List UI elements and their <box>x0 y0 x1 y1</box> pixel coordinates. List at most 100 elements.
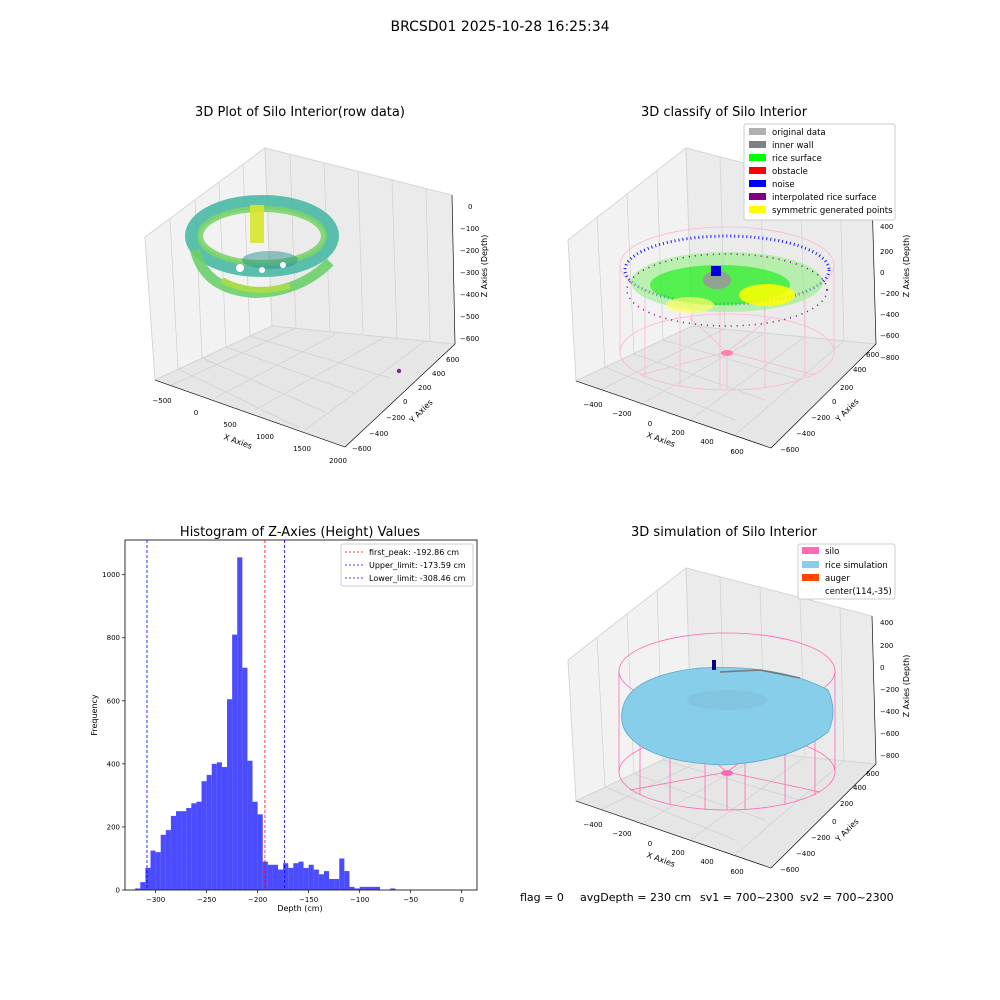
raw-y-tick: 600 <box>446 356 459 364</box>
simulation-z-ticks: 400 200 0 −200 −400 −600 −800 <box>880 619 899 760</box>
avg-depth-readout: avgDepth = 230 cm <box>580 891 691 904</box>
histogram-bar <box>374 886 381 890</box>
histogram-bar <box>267 864 273 890</box>
histogram-x-axis-label: Depth (cm) <box>277 904 322 913</box>
simulation-z-tick: 400 <box>880 619 893 627</box>
simulation-x-tick: −200 <box>612 830 631 838</box>
classify-point-cloud <box>623 234 831 356</box>
histogram-reference-lines <box>146 540 285 890</box>
classify-x-tick: −400 <box>583 401 602 409</box>
histogram-bar <box>196 801 202 890</box>
classify-x-tick: 200 <box>671 429 684 437</box>
simulation-x-tick: 400 <box>700 858 713 866</box>
classify-y-ticks: −600 −400 −200 0 200 400 600 <box>780 351 879 454</box>
legend-swatch <box>749 206 766 213</box>
histogram-y-ticks: 0 200 400 600 800 1000 <box>102 571 125 895</box>
raw-y-tick: 400 <box>432 370 445 378</box>
histogram-bar <box>181 811 187 890</box>
legend-label: silo <box>825 547 839 557</box>
simulation-x-ticks: −400 −200 0 200 400 600 <box>583 821 743 876</box>
classify-z-tick: 200 <box>880 248 893 256</box>
classify-x-tick: −200 <box>612 410 631 418</box>
histogram-bar <box>329 878 335 890</box>
raw-y-ticks: −600 −400 −200 0 200 400 600 <box>352 356 459 453</box>
legend-swatch <box>749 180 766 187</box>
histogram-bar <box>369 886 375 890</box>
histogram-x-tick-label: −250 <box>197 896 216 904</box>
histogram-title: Histogram of Z-Axies (Height) Values <box>180 525 420 540</box>
histogram-bar <box>344 871 350 890</box>
histogram-bar <box>211 763 217 890</box>
simulation-y-tick: 200 <box>840 800 853 808</box>
histogram-bar <box>298 861 304 890</box>
raw-z-tick: 0 <box>468 203 472 211</box>
classify-z-tick: 400 <box>880 223 893 231</box>
legend-label: noise <box>772 180 795 190</box>
legend-swatch <box>802 561 819 568</box>
raw-x-tick: 1500 <box>293 445 311 453</box>
raw-3d-axes-box <box>144 147 457 448</box>
legend-swatch <box>749 154 766 161</box>
histogram-y-tick-label: 600 <box>107 697 120 705</box>
raw-z-tick: −100 <box>460 225 479 233</box>
raw-y-tick: 200 <box>418 384 431 392</box>
simulation-y-axis-label: Y Axies <box>833 817 861 845</box>
histogram-bar <box>237 557 243 890</box>
histogram-bar <box>135 888 141 890</box>
classify-y-tick: −200 <box>811 414 830 422</box>
simulation-y-tick: 600 <box>866 770 879 778</box>
classify-z-tick: 0 <box>880 269 884 277</box>
classify-panel-title: 3D classify of Silo Interior <box>641 105 808 120</box>
histogram-bar <box>303 867 309 890</box>
raw-y-axis-label: Y Axies <box>407 398 435 426</box>
raw-y-tick: −400 <box>369 430 388 438</box>
histogram-bar <box>186 808 192 890</box>
histogram-y-tick-label: 1000 <box>102 571 120 579</box>
histogram-y-axis-label: Frequency <box>90 694 99 736</box>
simulation-z-axis-label: Z Axies (Depth) <box>902 655 911 718</box>
simulation-z-tick: −800 <box>880 752 899 760</box>
histogram-x-tick-label: 0 <box>459 896 463 904</box>
histogram-bar <box>206 774 212 890</box>
classify-y-tick: −400 <box>796 430 815 438</box>
simulation-z-tick: 200 <box>880 642 893 650</box>
histogram-bar <box>216 762 222 890</box>
raw-x-tick: −500 <box>152 397 171 405</box>
legend-label: first_peak: -192.86 cm <box>369 548 459 557</box>
histogram-x-tick-label: −100 <box>350 896 369 904</box>
raw-x-tick: 1000 <box>256 433 274 441</box>
histogram-bar <box>283 863 289 890</box>
classify-y-tick: 200 <box>840 384 853 392</box>
status-footer: flag = 0 avgDepth = 230 cm sv1 = 700~230… <box>520 891 894 904</box>
raw-z-tick: −500 <box>460 313 479 321</box>
histogram-bar <box>252 801 258 890</box>
classify-x-tick: 0 <box>648 420 652 428</box>
histogram-y-tick-label: 0 <box>116 887 120 895</box>
classify-x-tick: 600 <box>730 448 743 456</box>
classify-z-tick: −600 <box>880 332 899 340</box>
histogram-bar <box>170 815 177 890</box>
simulation-y-tick: −400 <box>796 850 815 858</box>
raw-z-tick: −600 <box>460 335 479 343</box>
classify-y-tick: 600 <box>866 351 879 359</box>
histogram-y-tick-label: 800 <box>107 634 120 642</box>
simulation-z-tick: −600 <box>880 730 899 738</box>
legend-label: symmetric generated points <box>772 206 893 216</box>
histogram-bar <box>165 830 171 890</box>
histogram-bar <box>354 888 360 890</box>
histogram-bar <box>293 863 299 890</box>
raw-x-tick: 500 <box>223 421 236 429</box>
legend-label: auger <box>825 574 850 584</box>
sv2-readout: sv2 = 700~2300 <box>800 891 894 904</box>
legend-label: rice simulation <box>825 561 888 571</box>
classify-z-tick: −400 <box>880 311 899 319</box>
histogram-bar <box>313 869 319 890</box>
raw-z-tick: −200 <box>460 247 479 255</box>
simulation-y-ticks: −600 −400 −200 0 200 400 600 <box>780 770 879 874</box>
classify-y-tick: −600 <box>780 446 799 454</box>
legend-label: rice surface <box>772 154 822 164</box>
simulation-legend: silo rice simulation auger center(114,-3… <box>797 543 896 600</box>
legend-label: Lower_limit: -308.46 cm <box>369 574 466 583</box>
raw-3d-panel: 3D Plot of Silo Interior(row data) <box>144 105 489 465</box>
histogram-bar <box>140 882 146 890</box>
